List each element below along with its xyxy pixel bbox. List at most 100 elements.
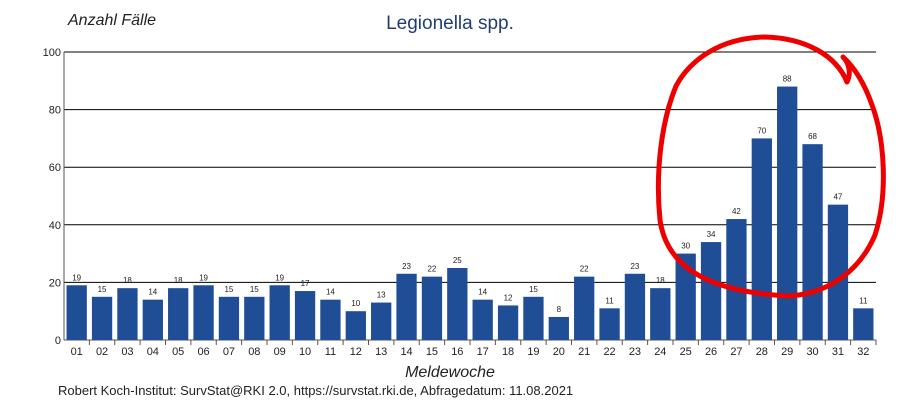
- bar: [371, 302, 392, 340]
- bar: [599, 308, 620, 340]
- x-tick-label: 28: [756, 346, 768, 358]
- x-tick-label: 27: [730, 346, 742, 358]
- x-tick-label: 31: [832, 346, 844, 358]
- data-label: 19: [199, 273, 208, 282]
- data-label: 88: [783, 75, 792, 84]
- x-tick-label: 17: [477, 346, 489, 358]
- x-tick-label: 23: [629, 346, 641, 358]
- y-tick-label: 100: [43, 47, 61, 59]
- x-tick-label: 22: [603, 346, 615, 358]
- data-label: 15: [98, 285, 107, 294]
- data-label: 70: [757, 126, 766, 135]
- source-note: Robert Koch-Institut: SurvStat@RKI 2.0, …: [58, 383, 574, 398]
- x-axis-label: Meldewoche: [405, 364, 495, 381]
- bar: [447, 268, 468, 340]
- x-tick-label: 32: [857, 346, 869, 358]
- x-tick-label: 15: [426, 346, 438, 358]
- x-tick-label: 18: [502, 346, 514, 358]
- x-tick-label: 10: [299, 346, 311, 358]
- data-label: 25: [453, 256, 462, 265]
- data-label: 15: [529, 285, 538, 294]
- highlight-circle: [655, 34, 886, 299]
- x-tick-label: 30: [806, 346, 818, 358]
- bar: [827, 204, 849, 340]
- x-tick-label: 04: [147, 346, 159, 358]
- data-label: 11: [605, 296, 614, 305]
- x-tick-label: 25: [680, 346, 692, 358]
- bar: [193, 285, 214, 340]
- bar: [294, 291, 316, 340]
- x-tick-label: 07: [223, 346, 235, 358]
- x-tick-label: 20: [553, 346, 565, 358]
- y-tick-label: 40: [49, 220, 61, 232]
- y-axis-label: Anzahl Fälle: [68, 12, 157, 29]
- bar: [421, 276, 443, 340]
- x-tick-label: 06: [197, 346, 209, 358]
- bar: [345, 311, 366, 340]
- x-tick-label: 05: [172, 346, 184, 358]
- bar: [624, 273, 646, 340]
- data-label: 22: [580, 265, 589, 274]
- bar: [700, 242, 722, 340]
- x-tick-label: 01: [71, 346, 83, 358]
- x-tick-label: 29: [781, 346, 793, 358]
- data-label: 12: [504, 293, 513, 302]
- data-label: 14: [478, 288, 487, 297]
- bar: [168, 288, 189, 340]
- data-label: 14: [148, 288, 157, 297]
- y-tick-label: 0: [55, 335, 61, 347]
- bar: [497, 305, 519, 340]
- bar: [142, 299, 163, 340]
- data-label: 18: [656, 276, 665, 285]
- bar: [396, 273, 417, 340]
- bar: [574, 276, 595, 340]
- y-tick-label: 60: [49, 162, 61, 174]
- y-tick-label: 20: [49, 277, 61, 289]
- x-tick-label: 09: [274, 346, 286, 358]
- data-label: 18: [174, 276, 183, 285]
- x-tick-label: 08: [248, 346, 260, 358]
- bar: [726, 219, 747, 340]
- bar: [548, 316, 569, 340]
- bar: [269, 285, 290, 340]
- data-label: 11: [859, 296, 868, 305]
- data-label: 23: [630, 262, 639, 271]
- data-label: 47: [833, 193, 842, 202]
- x-tick-label: 24: [654, 346, 666, 358]
- data-label: 23: [402, 262, 411, 271]
- bar: [244, 296, 265, 340]
- x-tick-label: 11: [325, 346, 336, 358]
- data-label: 17: [301, 279, 310, 288]
- data-label: 19: [72, 273, 81, 282]
- x-tick-label: 12: [350, 346, 362, 358]
- x-tick-label: 26: [705, 346, 717, 358]
- data-label: 13: [377, 291, 386, 300]
- data-label: 18: [123, 276, 132, 285]
- bar: [853, 308, 874, 340]
- y-tick-label: 80: [49, 105, 61, 117]
- x-tick-label: 19: [527, 346, 539, 358]
- bar: [320, 299, 341, 340]
- x-tick-label: 14: [400, 346, 412, 358]
- bar: [523, 296, 544, 340]
- bar: [802, 144, 823, 340]
- data-label: 10: [351, 299, 360, 308]
- x-tick-label: 21: [578, 346, 590, 358]
- data-label: 30: [681, 242, 690, 251]
- bar: [751, 138, 772, 340]
- bar: [218, 296, 240, 340]
- x-tick-label: 03: [121, 346, 133, 358]
- data-label: 34: [707, 230, 716, 239]
- bar: [117, 288, 138, 340]
- x-tick-label: 16: [451, 346, 463, 358]
- x-tick-label: 02: [96, 346, 108, 358]
- bar: [675, 253, 696, 340]
- bar: [650, 288, 671, 340]
- data-label: 42: [732, 207, 741, 216]
- data-label: 22: [427, 265, 436, 274]
- bar: [91, 296, 113, 340]
- data-label: 19: [275, 273, 284, 282]
- chart-title: Legionella spp.: [386, 13, 514, 34]
